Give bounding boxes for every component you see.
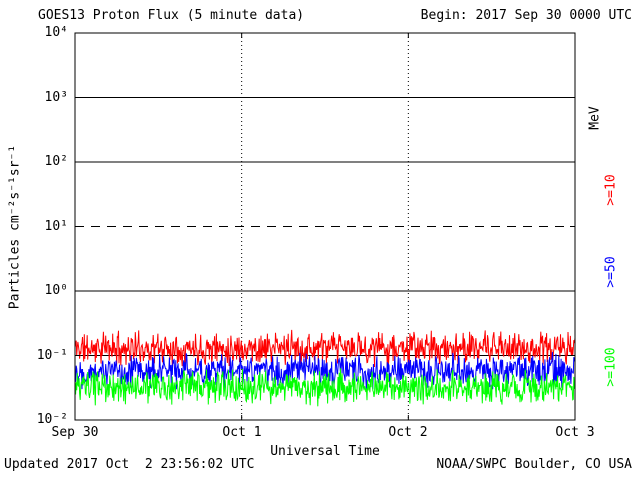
x-tick-oct1: Oct 1: [222, 425, 262, 440]
updated-timestamp: Updated 2017 Oct 2 23:56:02 UTC: [4, 457, 255, 472]
y-tick-1e2: 10²: [44, 154, 68, 169]
series-label-ge100: >=100: [603, 347, 619, 387]
right-axis-unit-label: MeV: [587, 106, 603, 130]
y-tick-1e-1: 10⁻¹: [36, 348, 68, 363]
y-tick-1e4: 10⁴: [44, 25, 68, 40]
series-label-ge50: >=50: [603, 256, 619, 288]
y-axis-label: Particles cm⁻²s⁻¹sr⁻¹: [7, 144, 23, 310]
x-tick-sep30: Sep 30: [51, 425, 99, 440]
source-attribution: NOAA/SWPC Boulder, CO USA: [436, 457, 632, 472]
series-label-ge10: >=10: [603, 174, 619, 206]
x-axis-label: Universal Time: [270, 444, 380, 459]
y-tick-1e-2: 10⁻²: [36, 412, 68, 427]
y-tick-1e1: 10¹: [44, 219, 68, 234]
x-tick-oct3: Oct 3: [555, 425, 595, 440]
y-tick-1e0: 10⁰: [44, 283, 68, 298]
x-tick-oct2: Oct 2: [388, 425, 428, 440]
chart-title: GOES13 Proton Flux (5 minute data): [38, 8, 305, 23]
begin-time-label: Begin: 2017 Sep 30 0000 UTC: [420, 8, 632, 23]
y-tick-1e3: 10³: [44, 90, 68, 105]
